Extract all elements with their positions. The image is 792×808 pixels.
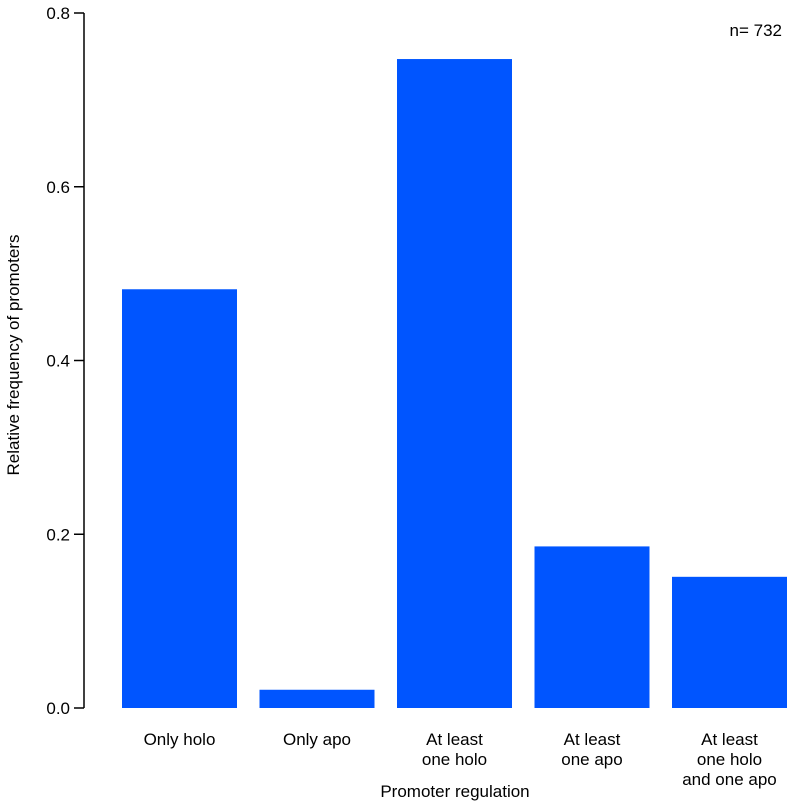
bar xyxy=(397,59,512,708)
x-tick-label: one holo xyxy=(422,750,487,769)
y-axis: 0.0 0.2 0.4 0.6 0.8 xyxy=(46,4,85,718)
bar xyxy=(259,689,375,708)
x-tick-label: one apo xyxy=(561,750,622,769)
bar xyxy=(672,576,787,708)
bar xyxy=(122,289,237,708)
x-tick-label: At least xyxy=(564,730,621,749)
x-tick-label: At least xyxy=(426,730,483,749)
x-tick-label: Only holo xyxy=(144,730,216,749)
y-tick-label: 0.2 xyxy=(46,525,70,544)
y-tick-label: 0.6 xyxy=(46,178,70,197)
y-axis-title: Relative frequency of promoters xyxy=(4,235,23,476)
y-tick-label: 0.0 xyxy=(46,699,70,718)
sample-size-annotation: n= 732 xyxy=(730,21,782,40)
bars xyxy=(122,59,787,708)
x-tick-label: one holo xyxy=(697,750,762,769)
x-axis-title: Promoter regulation xyxy=(380,782,529,801)
bar xyxy=(534,546,650,708)
y-tick-label: 0.4 xyxy=(46,352,70,371)
x-tick-label: Only apo xyxy=(283,730,351,749)
y-tick-label: 0.8 xyxy=(46,4,70,23)
x-tick-label: and one apo xyxy=(682,770,777,789)
x-tick-label: At least xyxy=(701,730,758,749)
